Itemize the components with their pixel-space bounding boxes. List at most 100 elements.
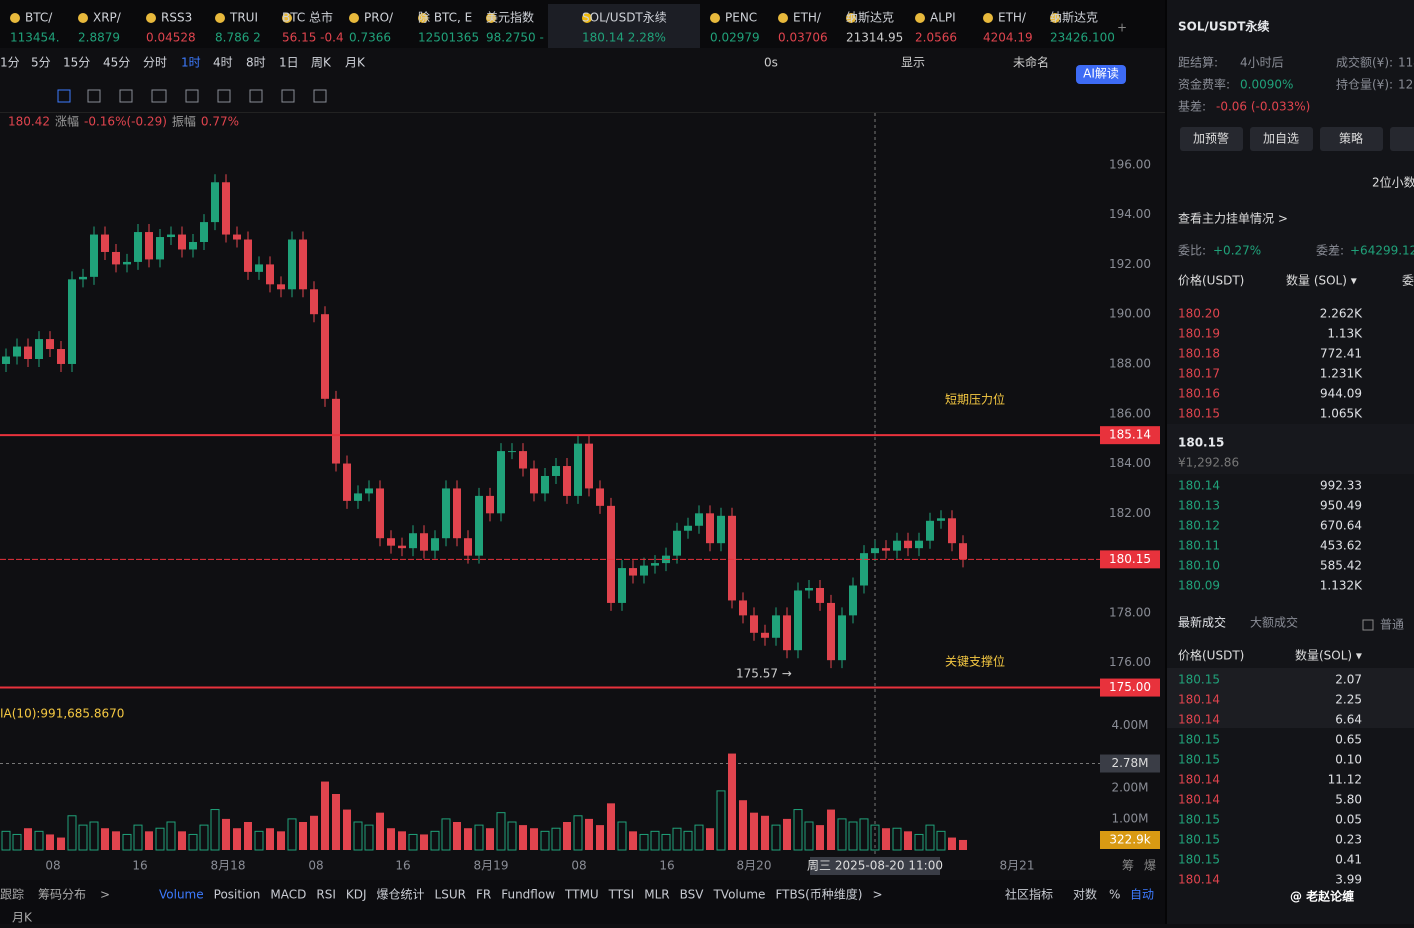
tab-price[interactable]: 2.0566: [915, 31, 957, 45]
layout-button[interactable]: 未命名: [1013, 55, 1049, 70]
interval-button[interactable]: 1分: [0, 56, 20, 70]
tab-name[interactable]: SOL/USDT永续: [582, 11, 667, 25]
volume-bar: [672, 827, 682, 851]
volume-bar: [24, 828, 32, 850]
bid-price: 180.11: [1178, 539, 1220, 553]
tab-price[interactable]: 113454.: [10, 31, 60, 45]
indicator-option: 对数: [1073, 887, 1097, 902]
candle-body: [541, 475, 549, 494]
tab-name[interactable]: ETH/: [793, 11, 822, 25]
indicator-tab[interactable]: MLR: [644, 888, 669, 902]
tab-price[interactable]: 4204.19: [983, 31, 1033, 45]
add-tab[interactable]: +: [1117, 21, 1127, 35]
indicator-tab[interactable]: Volume: [159, 888, 204, 902]
tab-name[interactable]: ETH/: [998, 11, 1027, 25]
interval-button[interactable]: 4时: [213, 56, 233, 70]
indicator-tab[interactable]: 跟踪: [0, 888, 24, 902]
indicator-tab[interactable]: >: [872, 888, 882, 902]
volume-bar: [67, 815, 77, 851]
trade-tab[interactable]: 大额成交: [1250, 615, 1298, 630]
tab-price[interactable]: 23426.100: [1050, 31, 1115, 45]
panel-button[interactable]: [1180, 127, 1243, 151]
stat-label: 资金费率:: [1178, 77, 1230, 92]
volume-bar: [816, 825, 824, 850]
indicator-tab[interactable]: TVolume: [712, 888, 765, 902]
indicator-tab[interactable]: Position: [214, 888, 261, 902]
interval-button[interactable]: 1日: [279, 56, 299, 70]
candle-body: [574, 443, 582, 496]
tab-name[interactable]: RSS3: [161, 11, 192, 25]
tab-price[interactable]: 56.15 -0.4: [282, 31, 344, 45]
tab-price[interactable]: 180.14 2.28%: [582, 31, 666, 45]
indicator-tab[interactable]: TTSI: [608, 888, 635, 902]
tab-price[interactable]: 2.8879: [78, 31, 120, 45]
panel-button[interactable]: [1250, 127, 1313, 151]
ai-button[interactable]: AI解读: [1083, 67, 1119, 81]
indicator-tab[interactable]: Fundflow: [501, 888, 555, 902]
trade-qty: 0.23: [1335, 833, 1362, 847]
display-button[interactable]: 显示: [901, 56, 925, 70]
indicator-tab[interactable]: BSV: [680, 888, 705, 902]
x-tick-label: 8月18: [211, 859, 246, 873]
panel-button[interactable]: 加预警: [1193, 131, 1229, 146]
indicator-tab[interactable]: 筹码分布: [38, 888, 86, 902]
candle-body: [794, 590, 802, 651]
indicator-tab[interactable]: FTBS(币种维度): [775, 887, 862, 902]
active-tab[interactable]: [548, 4, 700, 48]
tab-name[interactable]: XRP/: [93, 11, 122, 25]
interval-button[interactable]: 周K: [311, 56, 332, 70]
tab-price[interactable]: 0.03706: [778, 31, 828, 45]
interval-button[interactable]: 8时: [246, 56, 266, 70]
indicator-tab[interactable]: MACD: [270, 888, 306, 902]
interval-button[interactable]: 分时: [143, 56, 167, 70]
tab-name[interactable]: 除 BTC, E: [418, 10, 472, 25]
tab-name[interactable]: 纳斯达克: [1050, 11, 1098, 25]
tab-name[interactable]: ALPI: [930, 11, 956, 25]
panel-button[interactable]: [1320, 127, 1383, 151]
tab-price[interactable]: 0.04528: [146, 31, 196, 45]
trade-tab[interactable]: 最新成交: [1178, 615, 1226, 630]
support-line-label: 175.00: [1109, 680, 1151, 694]
interval-button[interactable]: 15分: [63, 56, 90, 70]
tab-price[interactable]: 12501365: [418, 31, 479, 45]
candle-body: [57, 349, 65, 364]
interval-button[interactable]: 月K: [345, 56, 366, 70]
panel-button[interactable]: 策略: [1339, 131, 1363, 146]
trade-tab[interactable]: 普通: [1380, 618, 1404, 632]
tab-name[interactable]: BTC/: [25, 11, 53, 25]
indicator-tab[interactable]: LSUR: [435, 888, 466, 902]
tab-name[interactable]: 纳斯达克: [846, 11, 894, 25]
interval-button[interactable]: 5分: [31, 56, 51, 70]
tab-price[interactable]: 21314.95: [846, 31, 903, 45]
interval-button[interactable]: 45分: [103, 56, 130, 70]
checkbox[interactable]: [1362, 619, 1374, 631]
tab-name[interactable]: PENC: [725, 11, 757, 25]
tab-name[interactable]: 美元指数: [486, 10, 534, 25]
panel-button[interactable]: 加自选: [1263, 132, 1299, 146]
indicator-tab[interactable]: TTMU: [564, 888, 599, 902]
tab-name[interactable]: PRO/: [364, 11, 394, 25]
candle-body: [277, 284, 285, 290]
tab-name[interactable]: TRUI: [229, 11, 258, 25]
indicator-tab[interactable]: 爆仓统计: [377, 888, 425, 902]
indicator-tab[interactable]: 月K: [12, 911, 33, 925]
ai-button[interactable]: [1076, 65, 1126, 84]
interval-button[interactable]: 1时: [181, 56, 201, 70]
candle-body: [233, 234, 241, 240]
indicator-tab[interactable]: RSI: [316, 888, 336, 902]
indicator-tab[interactable]: FR: [476, 888, 491, 902]
tab-price[interactable]: 0.02979: [710, 31, 760, 45]
candle-body: [739, 600, 747, 616]
tab-price[interactable]: 0.7366: [349, 31, 391, 45]
tab-price[interactable]: 8.786 2: [215, 31, 261, 45]
tab-name[interactable]: BTC 总市: [282, 10, 333, 25]
resistance-line-box: [1100, 426, 1160, 445]
tab-price[interactable]: 98.2750 -: [486, 31, 544, 45]
volume-bar: [750, 812, 758, 850]
indicator-tab[interactable]: >: [100, 888, 110, 902]
trade-highlight: [1167, 668, 1414, 728]
volume-bar: [34, 830, 44, 851]
panel-button[interactable]: [1390, 127, 1414, 151]
indicator-tab[interactable]: KDJ: [346, 888, 367, 902]
